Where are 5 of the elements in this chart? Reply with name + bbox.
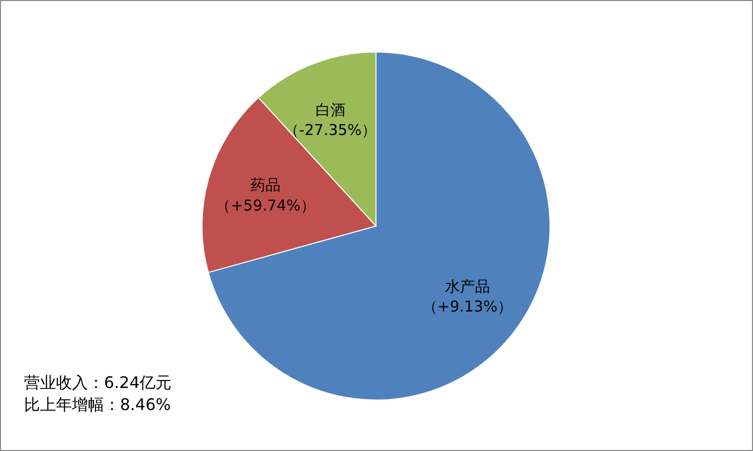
- text: 比上年增幅：8.46%: [24, 395, 171, 414]
- text: 营业收入：6.24亿元: [24, 373, 172, 392]
- slice-label: 水产品（+9.13%）: [422, 277, 513, 316]
- slice-label: 药品（+59.74%）: [216, 176, 316, 214]
- slice-label: 白酒（-27.35%）: [284, 100, 377, 140]
